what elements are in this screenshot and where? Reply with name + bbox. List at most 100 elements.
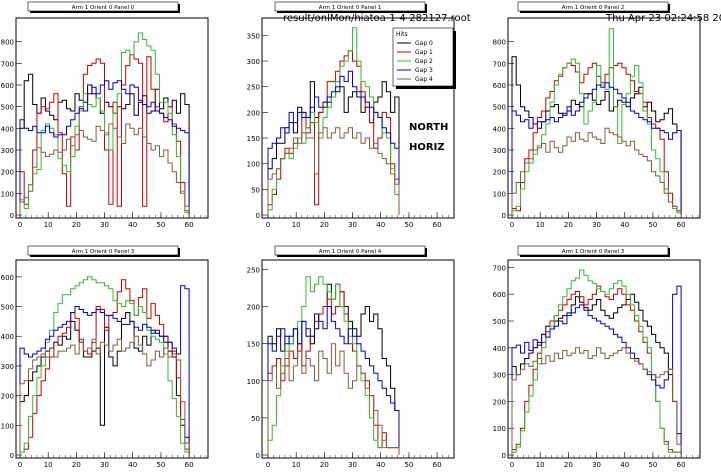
panel-title: Arm 1 Orient 0 Panel 3 [72,249,135,255]
y-tick-label: 300 [493,147,506,155]
y-tick-label: 700 [493,60,506,68]
y-tick-label: 100 [247,378,260,386]
y-tick-label: 600 [493,82,506,90]
y-tick-label: 0 [10,452,14,460]
legend-box [392,27,454,87]
histogram-series-gap-3 [19,80,190,215]
x-tick-label: 20 [72,221,81,229]
x-tick-label: 60 [185,461,194,469]
x-tick-label: 10 [44,221,53,229]
x-tick-label: 40 [376,461,385,469]
panel-title-box [27,245,179,256]
y-tick-label: 600 [493,291,506,299]
x-tick-label: 30 [592,461,601,469]
legend-title: Hits [396,31,408,38]
histogram-series-gap-1 [19,279,190,455]
panel-title-box [517,1,669,12]
y-tick-label: 50 [251,186,260,194]
histogram-series-gap-2 [267,276,400,455]
y-tick-label: 200 [247,109,260,117]
x-tick-label: 30 [100,221,109,229]
x-tick-label: 10 [536,221,545,229]
x-tick-label: 40 [620,461,629,469]
x-tick-label: 20 [72,461,81,469]
x-tick-label: 50 [404,221,413,229]
histogram-series-gap-0 [511,56,682,215]
histogram-series-gap-3 [511,82,682,215]
y-tick-label: 300 [493,372,506,380]
y-tick-label: 400 [1,333,14,341]
x-tick-label: 50 [156,221,165,229]
y-tick-label: 400 [493,125,506,133]
y-tick-label: 0 [502,452,506,460]
x-tick-label: 50 [156,461,165,469]
x-tick-label: 10 [44,461,53,469]
x-tick-label: 20 [320,221,329,229]
y-tick-label: 800 [493,39,506,47]
date-time-label: Thu Apr 23 02:24:58 2009 [606,13,721,24]
x-tick-label: 50 [404,461,413,469]
panel-title: Arm 1 Orient 0 Panel 4 [319,249,382,255]
y-tick-label: 250 [247,266,260,274]
panel-title: Arm 1 Orient 0 Panel 1 [319,5,382,11]
plot-frame [15,259,209,459]
x-tick-label: 30 [348,461,357,469]
y-tick-label: 500 [1,104,14,112]
y-tick-label: 800 [1,39,14,47]
y-tick-label: 600 [1,82,14,90]
legend-entry: Gap 3 [415,67,433,74]
x-tick-label: 0 [266,461,270,469]
x-tick-label: 40 [128,461,137,469]
x-tick-label: 60 [677,221,686,229]
legend-entry: Gap 1 [415,49,433,56]
panel-title: Arm 1 Orient 0 Panel 0 [72,5,135,11]
x-tick-label: 0 [510,461,514,469]
panel-title-box [274,1,426,12]
histogram-series-gap-4 [19,335,190,455]
side-label-north: NORTH [409,122,449,133]
x-tick-label: 10 [292,461,301,469]
panel-title-box [27,1,179,12]
y-tick-label: 200 [247,304,260,312]
y-tick-label: 0 [256,212,260,220]
y-tick-label: 100 [493,425,506,433]
x-tick-label: 60 [677,461,686,469]
y-tick-label: 100 [1,190,14,198]
histogram-series-gap-4 [19,123,190,215]
x-tick-label: 40 [128,221,137,229]
y-tick-label: 0 [502,212,506,220]
file-name-label: result/onlMon/hiatoa-1-4-282127.root [283,13,471,24]
legend-entry: Gap 4 [415,76,433,83]
y-tick-label: 0 [10,212,14,220]
legend-entry: Gap 2 [415,58,433,65]
x-tick-label: 30 [592,221,601,229]
y-tick-label: 100 [493,190,506,198]
y-tick-label: 50 [251,415,260,423]
x-tick-label: 40 [620,221,629,229]
panel-title: Arm 1 Orient 0 Panel 3 [562,249,625,255]
y-tick-label: 150 [247,341,260,349]
y-tick-label: 500 [493,104,506,112]
y-tick-label: 100 [247,161,260,169]
x-tick-label: 60 [433,221,442,229]
x-tick-label: 20 [320,461,329,469]
histogram-series-gap-2 [511,28,682,215]
x-tick-label: 0 [18,461,22,469]
histogram-series-gap-4 [267,343,400,455]
x-tick-label: 0 [266,221,270,229]
histogram-series-gap-2 [19,32,190,215]
x-tick-label: 60 [433,461,442,469]
x-tick-label: 40 [376,221,385,229]
y-tick-label: 250 [247,84,260,92]
y-tick-label: 700 [493,264,506,272]
histogram-series-gap-3 [267,306,400,455]
histogram-series-gap-4 [511,347,682,455]
histogram-series-gap-3 [267,70,400,215]
y-tick-label: 500 [493,318,506,326]
plot-frame [15,17,209,219]
y-tick-label: 200 [1,169,14,177]
histogram-series-gap-2 [511,269,682,455]
y-tick-label: 150 [247,135,260,143]
panel-title-box [274,245,426,256]
